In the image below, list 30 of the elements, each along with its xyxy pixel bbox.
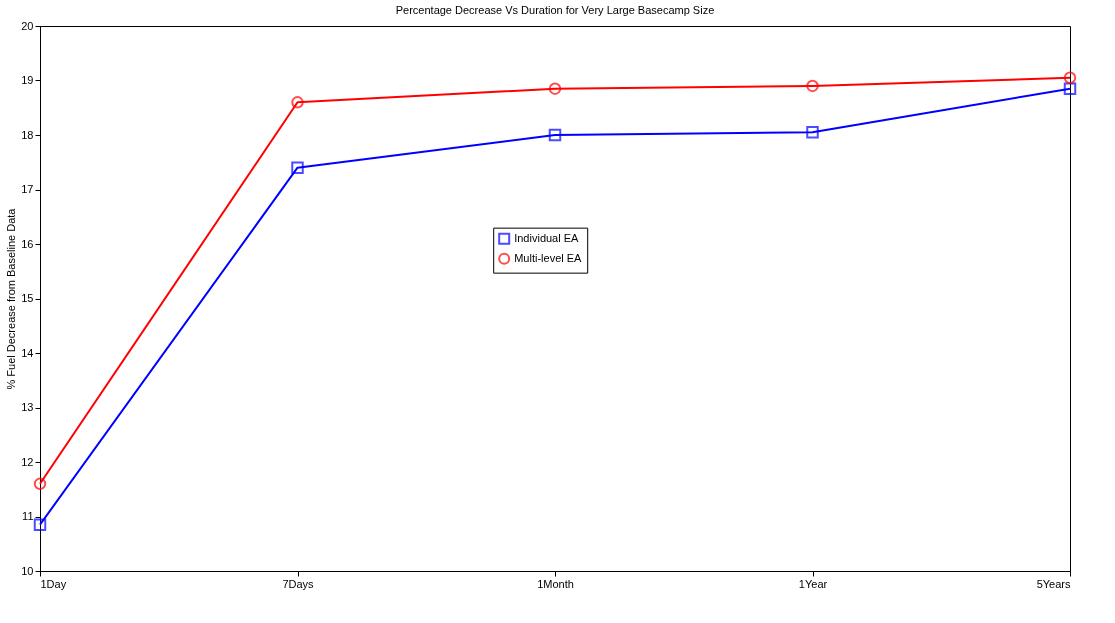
- y-tick-label: 11: [22, 510, 34, 522]
- chart-title: Percentage Decrease Vs Duration for Very Large Basecamp Size: [395, 4, 715, 16]
- point: [291, 96, 304, 109]
- point: [548, 82, 562, 95]
- y-tick-label: 15: [21, 292, 34, 304]
- x-tick-label: 1Day: [40, 577, 67, 590]
- point: [291, 161, 304, 174]
- y-tick-label: 10: [21, 564, 34, 577]
- y-axis-title: % Fuel Decrease from Baseline Data: [5, 207, 18, 390]
- y-tick-label: 18: [21, 128, 34, 141]
- y-tick-label: 14: [21, 346, 34, 359]
- y-tick-label: 12: [21, 455, 34, 468]
- point: [806, 79, 819, 93]
- x-tick-label: 5Years: [1036, 577, 1071, 590]
- point: [33, 518, 47, 531]
- legend-label: Multi-level EA: [514, 251, 583, 264]
- y-tick-label: 13: [21, 401, 34, 413]
- x-tick-label: 1Year: [798, 577, 828, 590]
- legend-label: Individual EA: [514, 231, 580, 244]
- point: [1063, 71, 1077, 85]
- y-tick-label: 20: [21, 19, 34, 32]
- point: [1063, 82, 1077, 95]
- y-tick-label: 19: [21, 74, 34, 86]
- point: [33, 477, 47, 491]
- x-tick-label: 7Days: [282, 577, 315, 590]
- point: [548, 128, 562, 142]
- point: [806, 126, 819, 139]
- y-tick-label: 16: [21, 237, 34, 250]
- x-tick-label: 1Month: [537, 577, 574, 590]
- y-tick-label: 17: [21, 183, 34, 195]
